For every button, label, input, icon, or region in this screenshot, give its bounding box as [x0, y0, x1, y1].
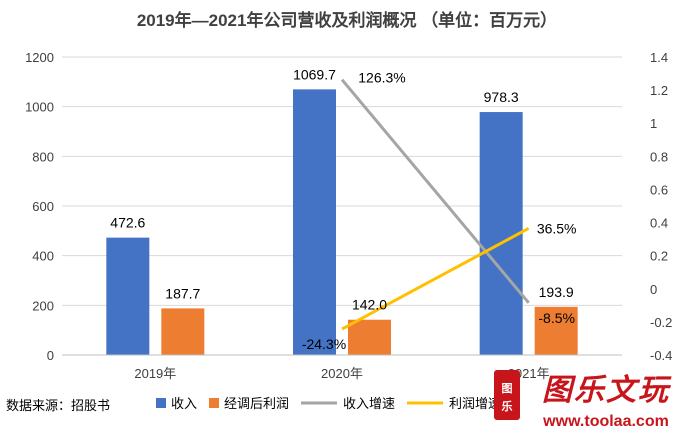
y-left-tick-label: 200 — [32, 298, 54, 313]
legend-swatch — [156, 398, 166, 408]
line-value-label: 36.5% — [537, 220, 577, 236]
line-value-label: -24.3% — [302, 336, 346, 352]
bar — [293, 89, 336, 355]
bar — [161, 308, 205, 355]
y-right-tick-label: -0.2 — [650, 315, 672, 330]
y-left-tick-label: 600 — [32, 199, 54, 214]
legend-swatch — [209, 398, 219, 408]
y-left-tick-label: 1000 — [25, 100, 54, 115]
line-value-label: -8.5% — [538, 310, 575, 326]
svg-text:图: 图 — [502, 382, 513, 395]
bar-value-label: 193.9 — [539, 284, 574, 300]
legend-label: 经调后利润 — [224, 396, 289, 411]
y-right-tick-label: 0.4 — [650, 216, 668, 231]
y-right-tick-label: -0.4 — [650, 348, 672, 363]
series-line — [341, 227, 530, 331]
y-left-tick-label: 0 — [47, 348, 54, 363]
legend: 收入 经调后利润 收入增速 利润增速 — [156, 396, 501, 411]
y-right-tick-label: 1.2 — [650, 83, 668, 98]
y-right-tick-label: 0.8 — [650, 149, 668, 164]
bar-value-label: 142.0 — [352, 297, 387, 313]
svg-text:乐: 乐 — [502, 399, 513, 413]
bar — [534, 306, 578, 355]
watermark-logo: 图 乐 图乐文玩 www.toolaa.com — [494, 370, 672, 430]
legend-label: 收入 — [171, 396, 197, 411]
y-left-tick-label: 800 — [32, 149, 54, 164]
y-right-tick-label: 1 — [650, 116, 657, 131]
x-tick-label: 2020年 — [321, 366, 363, 381]
growth-lines — [340, 78, 530, 331]
y-left-tick-label: 400 — [32, 249, 54, 264]
y-right-tick-label: 0 — [650, 282, 657, 297]
series-line — [340, 78, 530, 304]
bar — [479, 112, 523, 355]
svg-text:图乐文玩: 图乐文玩 — [542, 373, 672, 407]
bar-value-label: 187.7 — [165, 285, 200, 301]
y-right-tick-label: 1.4 — [650, 50, 668, 65]
bar-value-label: 978.3 — [484, 89, 519, 105]
legend-label: 收入增速 — [343, 396, 395, 411]
data-labels: 472.6 1069.7 978.3 187.7 142.0 193.9 126.3% -8.… — [110, 66, 576, 352]
line-value-label: 126.3% — [358, 70, 405, 86]
bar-value-label: 472.6 — [110, 215, 145, 231]
bar — [106, 237, 150, 355]
y-right-tick-label: 0.2 — [650, 249, 668, 264]
bar — [348, 319, 391, 355]
legend-label: 利润增速 — [449, 396, 501, 411]
x-tick-label: 2019年 — [134, 366, 176, 381]
svg-text:www.toolaa.com: www.toolaa.com — [542, 413, 669, 430]
left-y-axis: 0 200 400 600 800 1000 1200 — [25, 50, 54, 363]
y-right-tick-label: 0.6 — [650, 182, 668, 197]
right-y-axis: -0.4 -0.2 0 0.2 0.4 0.6 0.8 1 1.2 1.4 — [650, 50, 672, 363]
source-note: 数据来源：招股书 — [6, 398, 110, 413]
chart-title: 2019年—2021年公司营收及利润概况 （单位：百万元） — [137, 10, 557, 30]
bar-value-label: 1069.7 — [293, 66, 336, 82]
bars — [106, 89, 578, 355]
y-left-tick-label: 1200 — [25, 50, 54, 65]
